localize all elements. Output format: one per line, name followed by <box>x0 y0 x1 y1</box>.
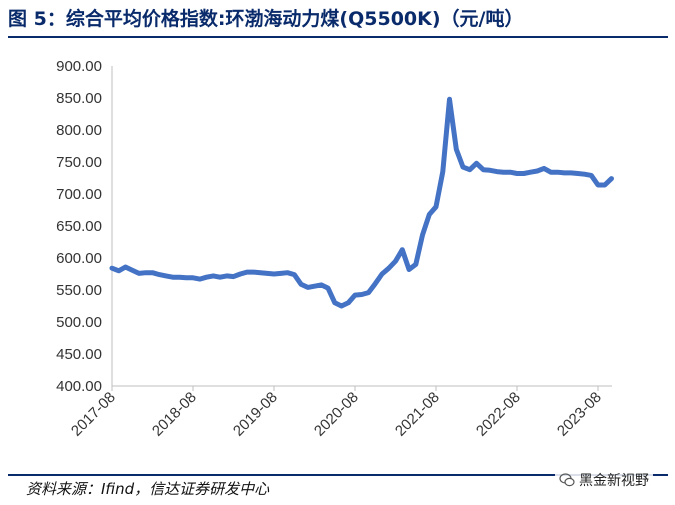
x-tick-label: 2017-08 <box>68 389 119 440</box>
y-tick-label: 400.00 <box>56 378 102 395</box>
x-axis: 2017-08 2018-08 2019-08 2020-08 2021-08 2022-… <box>68 385 612 440</box>
y-tick-label: 650.00 <box>56 218 102 235</box>
title-divider <box>8 36 668 38</box>
x-tick-label: 2019-08 <box>230 389 281 440</box>
x-tick-label: 2023-08 <box>554 389 605 440</box>
y-tick-label: 750.00 <box>56 154 102 171</box>
x-tick-label: 2018-08 <box>149 389 200 440</box>
y-tick-label: 850.00 <box>56 90 102 107</box>
x-tick-label: 2021-08 <box>392 389 443 440</box>
y-axis: 400.00 450.00 500.00 550.00 600.00 650.00 700.… <box>56 58 113 395</box>
line-chart: 400.00 450.00 500.00 550.00 600.00 650.00 700.… <box>56 58 614 440</box>
x-tick-label: 2020-08 <box>311 389 362 440</box>
y-tick-label: 450.00 <box>56 346 102 363</box>
y-tick-label: 800.00 <box>56 122 102 139</box>
source-note: 资料来源：Ifind，信达证券研发中心 <box>26 480 270 498</box>
watermark-text: 黑金新视野 <box>579 473 649 489</box>
footer-divider <box>8 474 668 476</box>
price-series-line <box>109 96 614 309</box>
y-tick-label: 900.00 <box>56 58 102 75</box>
y-tick-label: 550.00 <box>56 282 102 299</box>
y-tick-label: 500.00 <box>56 314 102 331</box>
x-tick-label: 2022-08 <box>473 389 524 440</box>
page-title: 图 5：综合平均价格指数:环渤海动力煤(Q5500K)（元/吨） <box>8 8 524 30</box>
wechat-icon <box>559 473 575 487</box>
y-tick-label: 600.00 <box>56 250 102 267</box>
watermark: 黑金新视野 <box>555 468 653 492</box>
y-tick-label: 700.00 <box>56 186 102 203</box>
